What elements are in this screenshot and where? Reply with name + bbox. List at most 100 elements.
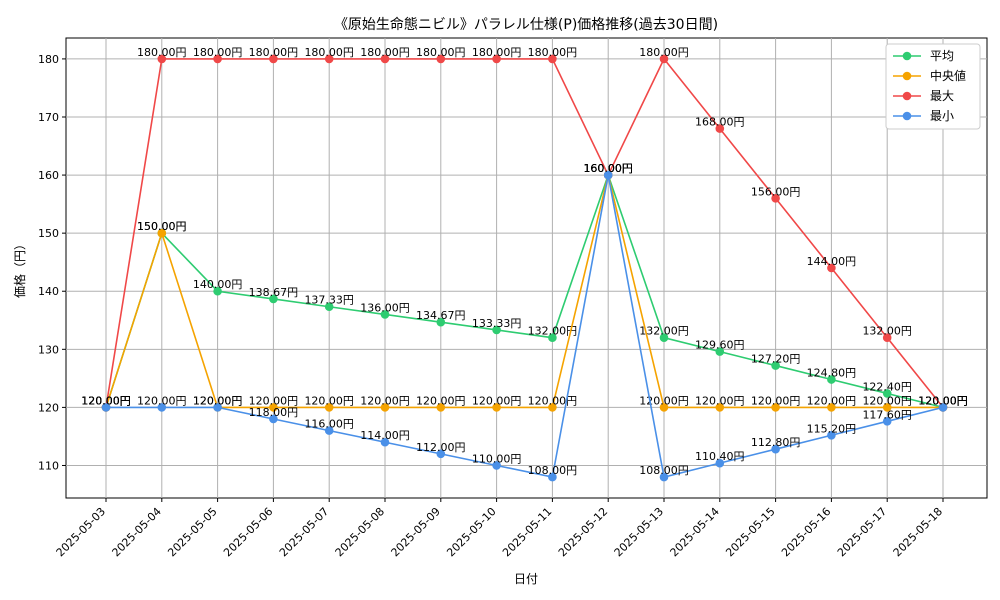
data-point [213,286,222,296]
data-label: 180.00円 [137,46,187,59]
data-point [882,333,892,342]
data-label: 117.60円 [862,408,912,421]
y-tick-label: 140 [38,285,59,298]
data-point [659,472,669,482]
legend-entry: 平均 [930,49,954,63]
data-label: 150.00円 [137,220,187,233]
data-point [827,375,836,384]
series-1: 120.00円 150.00円 120.00円 120.00円 120.00円 120.0… [81,162,968,412]
series-line [106,174,944,479]
data-label: 120.00円 [193,394,243,407]
x-tick-label: 2025-05-06 [221,505,275,559]
y-axis-ticks: 110 120 130 140 150 160 170 180 [38,53,66,472]
series-line [105,172,944,409]
data-label: 124.80円 [807,367,857,380]
data-point [659,403,669,412]
data-point [938,403,948,412]
x-tick-label: 2025-05-03 [54,505,108,559]
data-point [269,414,278,424]
y-tick-label: 170 [38,111,59,124]
data-point [492,461,501,470]
data-point [771,194,780,203]
x-tick-label: 2025-05-04 [110,505,164,559]
data-label: 115.20円 [807,422,857,435]
y-tick-label: 150 [38,227,59,240]
data-label: 120.00円 [472,394,522,407]
data-label: 120.00円 [360,394,410,407]
series-3: 120.00円 120.00円 120.00円118.00円116.00円114.0… [81,162,968,482]
data-point [269,294,278,304]
data-label: 120.00円 [918,394,968,407]
x-tick-label: 2025-05-10 [444,505,498,559]
data-point [436,403,446,412]
legend-entry: 中央値 [930,68,966,83]
data-label: 112.00円 [416,441,466,454]
data-label: 120.00円 [862,394,912,407]
data-label: 180.00円 [416,46,466,59]
data-label: 180.00円 [249,46,299,59]
data-point [659,54,669,64]
series-layer: 120.00円 150.00円 140.00円 138.67円 137.33円 136.0… [81,46,968,482]
data-point [436,54,446,64]
y-tick-label: 130 [38,343,59,356]
x-tick-label: 2025-05-05 [165,505,219,559]
data-label: 180.00円 [472,46,522,59]
data-point [771,403,780,412]
data-point [548,54,557,64]
data-point [827,430,836,440]
x-axis-label: 日付 [514,572,538,586]
legend-entry: 最大 [930,89,954,103]
data-label: 118.00円 [249,406,299,419]
data-point [827,263,836,273]
legend-marker [902,111,912,121]
data-label: 110.40円 [695,450,745,463]
data-label: 120.00円 [416,394,466,407]
data-label: 108.00円 [528,464,578,477]
data-label: 180.00円 [304,46,354,59]
legend-marker [902,91,912,101]
y-tick-label: 180 [38,53,59,66]
data-point [324,403,334,412]
data-point [436,449,446,459]
data-label: 120.00円 [137,394,187,407]
data-label: 120.00円 [639,394,689,407]
y-tick-label: 120 [38,401,59,414]
data-label: 160.00円 [583,162,633,175]
series-line [105,174,943,409]
data-point [715,403,725,412]
data-label: 129.60円 [695,339,745,352]
data-point [269,54,278,64]
x-tick-label: 2025-05-12 [556,505,610,559]
data-point [157,403,167,412]
data-label: 133.33円 [472,317,522,330]
data-label: 160.00円 [583,162,633,175]
data-point [548,472,557,482]
x-tick-label: 2025-05-09 [389,505,443,559]
data-label: 120.00円 [751,394,801,407]
data-label: 120.00円 [249,394,299,407]
data-point [213,403,222,412]
data-label: 160.00円 [583,162,633,175]
data-label: 134.67円 [416,309,466,322]
data-point [157,228,167,238]
data-label: 132.00円 [862,325,912,338]
data-point [157,54,167,64]
data-label: 137.33円 [304,294,354,307]
data-point [659,333,669,342]
data-label: 120.00円 [918,394,968,407]
data-point [827,403,836,412]
series-line [105,57,944,408]
data-point [548,403,557,412]
x-tick-label: 2025-05-16 [779,505,833,559]
data-label: 120.00円 [81,394,131,407]
data-label: 120.00円 [81,394,131,407]
data-point [324,54,334,64]
data-point [882,403,892,412]
data-point [882,417,892,426]
x-tick-label: 2025-05-18 [891,505,945,559]
data-point [324,426,334,435]
series-2: 120.00円 180.00円 180.00円 180.00円 180.00円 180.0… [81,46,968,412]
y-axis-label: 価格（円） [12,238,27,298]
legend-marker [902,71,912,81]
